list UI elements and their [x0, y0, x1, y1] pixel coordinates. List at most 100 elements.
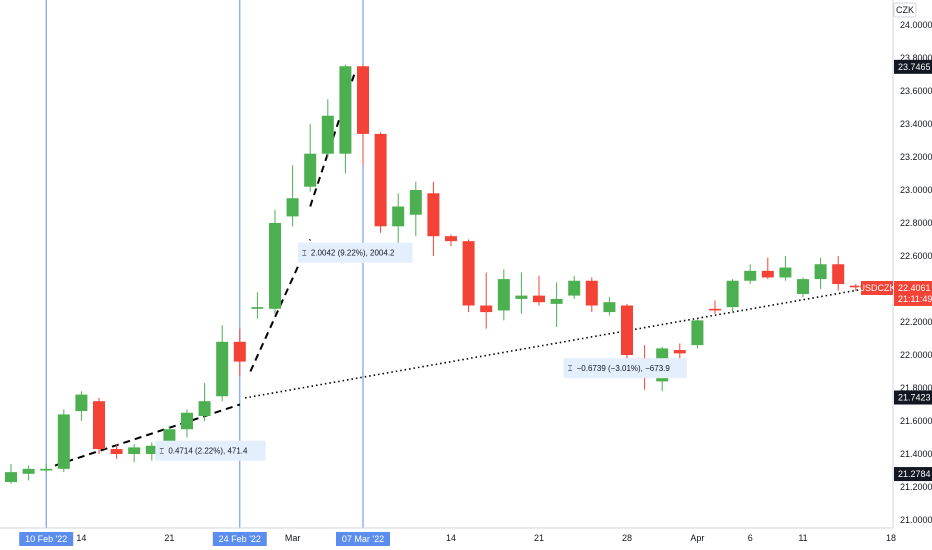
candle-41[interactable]	[726, 279, 739, 313]
candle-47[interactable]	[832, 256, 845, 291]
last-price-bg	[894, 280, 932, 306]
candle-2[interactable]	[40, 463, 53, 473]
candle-28[interactable]	[497, 269, 510, 321]
vline-label-text: 10 Feb '22	[25, 534, 67, 544]
candle-44[interactable]	[779, 256, 792, 281]
candle-24[interactable]	[427, 181, 440, 256]
candle-14[interactable]	[251, 292, 264, 319]
dotted-trend-line-3[interactable]	[244, 286, 874, 399]
price-badge-0[interactable]: 23.7465	[894, 59, 932, 74]
time-tick-label: 14	[446, 533, 456, 543]
candle-5[interactable]	[93, 397, 105, 454]
candle-body	[744, 270, 757, 281]
candle-25[interactable]	[445, 234, 457, 247]
price-badge-bg	[894, 390, 932, 405]
measure-label-0[interactable]: ⌶ 0.4714 (2.22%), 471.4	[155, 440, 266, 461]
candle-0[interactable]	[5, 463, 17, 484]
candle-body	[304, 153, 317, 187]
measure-labels-layer: ⌶ 0.4714 (2.22%), 471.4 ⌶ 2.0042 (9.22%), 2…	[155, 242, 687, 461]
currency-label: CZK	[896, 5, 914, 15]
time-tick-label: 21	[164, 533, 174, 543]
candle-6[interactable]	[110, 444, 123, 459]
candle-body	[321, 115, 334, 154]
measure-text: −0.6739 (−3.01%), −673.9	[577, 364, 671, 373]
candle-21[interactable]	[374, 132, 387, 233]
price-badge-text: 23.7465	[898, 62, 931, 72]
candle-15[interactable]	[269, 209, 281, 314]
candle-32[interactable]	[568, 275, 581, 299]
candle-31[interactable]	[550, 282, 563, 327]
vertical-line-label-1[interactable]: 24 Feb '22	[212, 532, 267, 546]
candle-body	[251, 307, 264, 309]
candle-body	[374, 133, 387, 227]
candle-46[interactable]	[814, 257, 827, 289]
candle-body	[269, 223, 281, 309]
measure-label-2[interactable]: ⌶ −0.6739 (−3.01%), −673.9	[563, 358, 687, 379]
price-tick-label: 23.8000	[900, 53, 932, 63]
candle-43[interactable]	[761, 257, 774, 280]
price-tick-label: 21.8000	[900, 383, 932, 393]
candle-body	[93, 401, 105, 450]
candle-3[interactable]	[57, 409, 70, 473]
candle-body	[57, 414, 70, 469]
currency-box[interactable]	[893, 2, 917, 18]
candle-20[interactable]	[357, 64, 369, 166]
time-tick-label: 11	[798, 533, 807, 543]
time-tick-label: 18	[886, 533, 896, 543]
candle-body	[392, 206, 405, 227]
candle-19[interactable]	[339, 64, 352, 174]
price-badge-2[interactable]: 21.7423	[894, 390, 932, 405]
candles-layer[interactable]	[5, 64, 862, 484]
symbol-badge-text: USDCZK	[858, 283, 895, 293]
price-badge-bg	[894, 467, 932, 482]
candle-17[interactable]	[304, 124, 317, 192]
candle-48[interactable]	[849, 284, 862, 291]
price-badge-3[interactable]: 21.2784	[894, 467, 932, 482]
candle-27[interactable]	[480, 272, 493, 329]
candle-body	[357, 66, 369, 134]
candle-4[interactable]	[75, 391, 88, 421]
candle-body	[673, 350, 686, 354]
candle-35[interactable]	[621, 303, 633, 367]
candle-23[interactable]	[409, 181, 422, 237]
candle-29[interactable]	[515, 272, 528, 314]
measure-box	[563, 358, 687, 379]
price-tick-label: 22.0000	[900, 350, 932, 360]
vertical-line-label-2[interactable]: 07 Mar '22	[336, 532, 390, 546]
candle-39[interactable]	[691, 318, 704, 349]
measure-label-1[interactable]: ⌶ 2.0042 (9.22%), 2004.2	[297, 242, 413, 263]
candle-12[interactable]	[216, 325, 229, 402]
price-tick-label: 24.0000	[900, 20, 932, 30]
price-tick-label: 23.4000	[900, 119, 932, 129]
price-tick-label: 23.2000	[900, 152, 932, 162]
vertical-line-label-0[interactable]: 10 Feb '22	[19, 532, 74, 546]
candle-body	[445, 236, 457, 242]
price-tick-label: 21.2000	[900, 482, 932, 492]
candle-13[interactable]	[233, 328, 246, 377]
candle-26[interactable]	[462, 239, 475, 313]
candle-10[interactable]	[181, 409, 193, 438]
candle-body	[216, 341, 229, 397]
candle-body	[286, 198, 299, 217]
candle-11[interactable]	[198, 383, 211, 421]
candle-body	[709, 308, 721, 311]
time-tick-label: 28	[622, 533, 632, 543]
candle-30[interactable]	[533, 275, 545, 306]
candle-22[interactable]	[392, 193, 405, 243]
candle-45[interactable]	[797, 277, 809, 298]
candle-34[interactable]	[603, 297, 616, 316]
vline-label-text: 24 Feb '22	[219, 534, 261, 544]
candle-8[interactable]	[145, 442, 158, 461]
candle-16[interactable]	[286, 165, 299, 227]
candle-7[interactable]	[128, 444, 141, 463]
vline-label-bg	[212, 532, 267, 546]
candle-42[interactable]	[744, 264, 757, 285]
candle-18[interactable]	[321, 99, 334, 157]
candle-1[interactable]	[22, 465, 35, 481]
candle-33[interactable]	[585, 277, 598, 313]
candle-body	[814, 264, 827, 280]
candle-40[interactable]	[709, 300, 721, 314]
